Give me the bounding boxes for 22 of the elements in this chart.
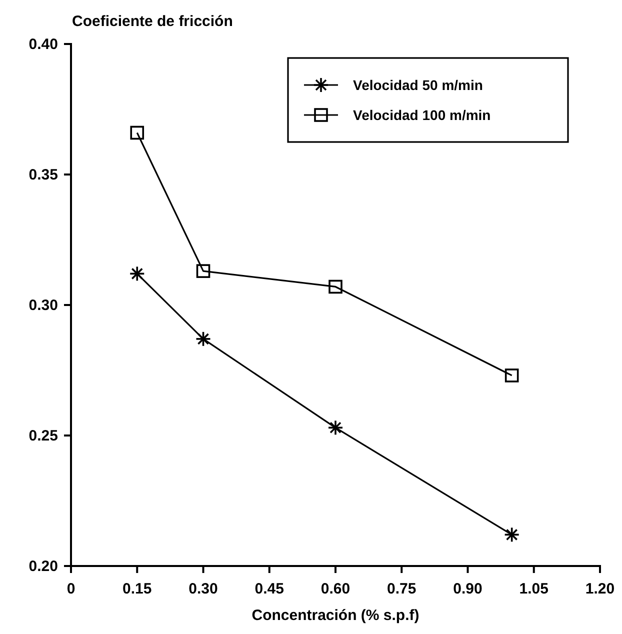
y-tick-label: 0.35	[28, 166, 58, 184]
y-tick-label: 0.40	[28, 36, 58, 53]
x-tick-label: 0.60	[320, 580, 350, 598]
x-tick-label: 0	[66, 580, 76, 598]
chart-title: Coeficiente de fricción	[72, 13, 233, 30]
x-tick-label: 0.30	[188, 580, 218, 598]
point	[196, 264, 210, 278]
point	[130, 126, 144, 140]
x-tick-label: 0.45	[254, 580, 284, 598]
y-tick-label: 0.20	[28, 558, 58, 575]
legend-label: Velocidad 50 m/min	[353, 77, 483, 93]
x-tick-label: 0.15	[122, 580, 152, 598]
x-axis-title: Concentración (% s.p.f)	[252, 607, 420, 624]
x-tick-label: 1.20	[585, 580, 615, 598]
x-tick-label: 0.75	[387, 580, 416, 598]
point	[504, 368, 519, 382]
x-tick-label: 1.05	[519, 580, 548, 598]
point	[328, 280, 342, 294]
y-tick-label: 0.25	[28, 427, 58, 444]
x-tick-label: 0.90	[453, 580, 482, 598]
y-tick-label: 0.30	[28, 296, 58, 314]
legend-label: Velocidad 100 m/min	[353, 107, 491, 123]
